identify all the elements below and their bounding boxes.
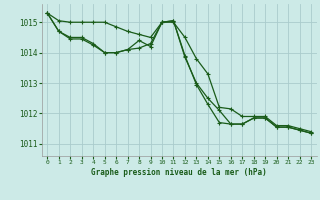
X-axis label: Graphe pression niveau de la mer (hPa): Graphe pression niveau de la mer (hPa) bbox=[91, 168, 267, 177]
